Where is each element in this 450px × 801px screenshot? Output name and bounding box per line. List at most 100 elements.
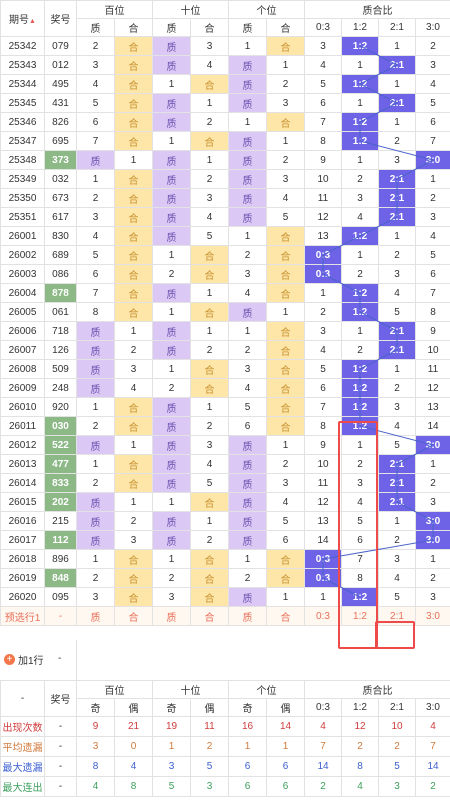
prize-cell: 495 <box>44 74 77 94</box>
period-cell: 26010 <box>0 397 45 417</box>
comp-cell: 合 <box>114 55 153 75</box>
ratio-cell: 5 <box>415 93 450 113</box>
ratio-cell: 11 <box>304 473 342 493</box>
prime-cell: 1 <box>228 112 267 132</box>
predict-ratio[interactable]: 1:2 <box>341 606 379 626</box>
period-cell: 26013 <box>0 454 45 474</box>
sub-prime: 质 <box>228 18 267 37</box>
prime-cell: 2 <box>76 36 115 56</box>
prize-cell: 012 <box>44 55 77 75</box>
comp-cell: 合 <box>266 416 305 436</box>
add-row-bar: + 加1行 - <box>0 640 450 681</box>
prime-cell: 5 <box>228 397 267 417</box>
stats-value: 14 <box>266 716 305 737</box>
ratio-cell: 2:1 <box>378 55 416 75</box>
predict-cell[interactable]: 质 <box>228 606 267 626</box>
stats-value: 11 <box>190 716 229 737</box>
stats-value: 5 <box>190 756 229 777</box>
stats-row: 最大连出 -4 8 5 3 6 6 2 4 3 2 <box>0 776 450 797</box>
ratio-cell: 13 <box>304 226 342 246</box>
prime-cell: 质 <box>76 340 115 360</box>
ratio-cell: 3 <box>415 492 450 512</box>
comp-cell: 2 <box>266 454 305 474</box>
period-cell: 25349 <box>0 169 45 189</box>
prime-cell: 质 <box>152 530 191 550</box>
table-row: 25351 617 3 合质 4 质 5 12 4 2:1 3 <box>0 207 450 227</box>
period-cell: 26020 <box>0 587 45 607</box>
table-row: 25350 673 2 合质 3 质 4 11 3 2:1 2 <box>0 188 450 208</box>
stats-ones: 个位 <box>228 680 305 699</box>
group-ones-header: 个位 <box>228 0 305 19</box>
predict-cell[interactable]: 合 <box>190 606 229 626</box>
comp-cell: 3 <box>190 188 229 208</box>
comp-cell: 合 <box>266 568 305 588</box>
stats-value: 3 <box>378 776 416 797</box>
prime-cell: 质 <box>76 511 115 531</box>
prime-cell: 质 <box>228 188 267 208</box>
prime-cell: 1 <box>228 549 267 569</box>
prime-cell: 质 <box>152 188 191 208</box>
period-cell: 26018 <box>0 549 45 569</box>
table-row: 25346 826 6 合质 2 1 合 7 1:2 1 6 <box>0 112 450 132</box>
prize-cell: 079 <box>44 36 77 56</box>
prime-cell: 质 <box>228 74 267 94</box>
comp-cell: 合 <box>114 397 153 417</box>
comp-cell: 合 <box>114 587 153 607</box>
comp-cell: 2 <box>190 169 229 189</box>
prime-cell: 质 <box>152 207 191 227</box>
period-cell: 26016 <box>0 511 45 531</box>
comp-cell: 合 <box>190 492 229 512</box>
predict-row[interactable]: 预选行1 - 质 合 质 合 质 合 0:3 1:2 2:1 3:0 <box>0 606 450 626</box>
prime-cell: 质 <box>152 340 191 360</box>
predict-ratio[interactable]: 3:0 <box>415 606 450 626</box>
ratio-cell: 3 <box>415 207 450 227</box>
ratio-cell: 1 <box>378 226 416 246</box>
period-cell: 25348 <box>0 150 45 170</box>
stats-row: 平均遗漏 -3 0 1 2 1 1 7 2 2 7 <box>0 736 450 757</box>
ratio-cell: 4 <box>341 207 379 227</box>
sub-comp: 合 <box>266 18 305 37</box>
prime-cell: 1 <box>152 131 191 151</box>
ratio-cell: 9 <box>304 150 342 170</box>
stats-value: 6 <box>266 756 305 777</box>
table-row: 26017 112 质 3 质 2 质 6 14 6 2 3:0 <box>0 530 450 550</box>
ratio-cell: 8 <box>304 131 342 151</box>
stats-value: 10 <box>378 716 416 737</box>
comp-cell: 1 <box>266 55 305 75</box>
period-cell: 26015 <box>0 492 45 512</box>
prime-cell: 2 <box>76 473 115 493</box>
predict-ratio[interactable]: 0:3 <box>304 606 342 626</box>
stats-row: 最大遗漏 -8 4 3 5 6 6 14 8 5 14 <box>0 756 450 777</box>
predict-cell[interactable]: 质 <box>76 606 115 626</box>
stats-value: 3 <box>152 756 191 777</box>
prime-cell: 6 <box>76 264 115 284</box>
sort-triangle-icon[interactable]: ▲ <box>29 18 36 25</box>
ratio-cell: 3 <box>304 321 342 341</box>
ratio-cell: 5 <box>415 245 450 265</box>
add-row-button[interactable]: + 加1行 <box>4 652 44 667</box>
stats-value: 16 <box>228 716 267 737</box>
ratio-col-0: 0:3 <box>304 18 342 37</box>
predict-cell[interactable]: 合 <box>114 606 153 626</box>
ratio-cell: 1 <box>341 55 379 75</box>
comp-cell: 合 <box>114 416 153 436</box>
prime-cell: 3 <box>76 207 115 227</box>
predict-ratio[interactable]: 2:1 <box>378 606 416 626</box>
stats-ratio-col: 0:3 <box>304 698 342 717</box>
comp-cell: 2 <box>114 511 153 531</box>
period-cell: 26009 <box>0 378 45 398</box>
col-period-header[interactable]: 期号▲ <box>0 0 45 37</box>
ratio-col-1: 1:2 <box>341 18 379 37</box>
prime-cell: 6 <box>228 416 267 436</box>
prime-cell: 质 <box>228 169 267 189</box>
ratio-cell: 2 <box>341 264 379 284</box>
prime-cell: 2 <box>152 568 191 588</box>
predict-cell[interactable]: 质 <box>152 606 191 626</box>
stats-value: 8 <box>341 756 379 777</box>
predict-cell[interactable]: 合 <box>266 606 305 626</box>
comp-cell: 1 <box>114 150 153 170</box>
comp-cell: 5 <box>266 511 305 531</box>
stats-even: 偶 <box>114 698 153 717</box>
period-cell: 25344 <box>0 74 45 94</box>
comp-cell: 合 <box>114 169 153 189</box>
